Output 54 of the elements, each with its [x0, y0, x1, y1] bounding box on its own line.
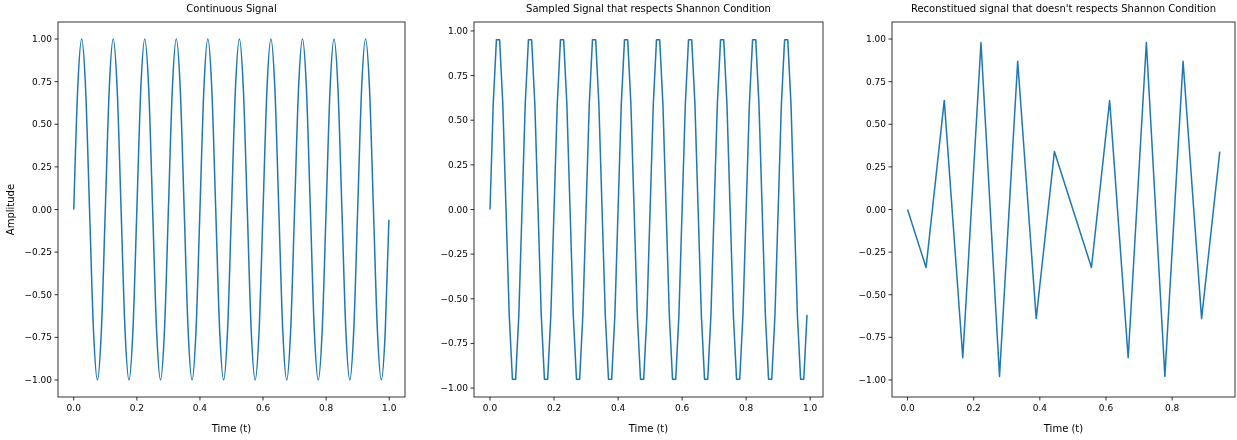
y-tick-label: −0.50: [24, 289, 53, 300]
x-tick-label: 0.6: [1098, 403, 1114, 413]
x-tick-label: 1.0: [803, 403, 818, 413]
chart-title: Continuous Signal: [186, 3, 277, 14]
y-tick-label: −0.50: [440, 293, 469, 304]
x-tick-label: 0.2: [129, 403, 145, 413]
x-tick-label: 0.4: [610, 403, 626, 413]
x-tick-label: 0.0: [900, 403, 915, 413]
y-tick-label: 0.50: [447, 115, 469, 126]
x-tick-label: 0.0: [66, 403, 82, 413]
y-tick-label: −1.00: [24, 374, 53, 385]
x-axis-title: Time (t): [1042, 423, 1084, 434]
y-tick-label: 1.00: [865, 34, 887, 45]
y-tick-label: 0.75: [865, 76, 886, 87]
y-tick-label: 1.00: [31, 34, 53, 45]
x-tick-label: 0.0: [482, 403, 498, 413]
x-tick-label: 0.4: [192, 403, 208, 413]
x-axis-title: Time (t): [210, 423, 252, 434]
y-tick-label: 0.25: [865, 161, 886, 172]
line-series: [906, 41, 1221, 378]
y-tick-label: 0.75: [447, 70, 468, 81]
x-tick-label: 0.2: [546, 403, 562, 413]
y-tick-label: −0.25: [858, 247, 886, 258]
y-tick-label: −0.75: [24, 332, 52, 343]
line-series: [73, 38, 390, 381]
line-series: [489, 39, 808, 380]
x-axis-title: Time (t): [627, 423, 669, 434]
x-tick-label: 0.2: [966, 403, 981, 413]
y-tick-label: 0.00: [865, 204, 887, 215]
y-tick-label: −0.50: [858, 289, 887, 300]
y-tick-label: −1.00: [858, 374, 887, 385]
x-tick-label: 1.0: [382, 403, 397, 413]
chart-title: Reconstitued signal that doesn't respects Shannon Condition: [910, 3, 1217, 14]
x-tick-label: 0.6: [674, 403, 690, 413]
y-tick-label: 0.25: [447, 159, 468, 170]
y-tick-label: −1.00: [440, 383, 469, 394]
y-tick-label: 0.25: [31, 161, 52, 172]
y-tick-label: −0.75: [858, 332, 886, 343]
x-tick-label: 0.6: [255, 403, 271, 413]
y-tick-label: −0.25: [440, 249, 468, 260]
y-axis-title: Amplitude: [5, 183, 16, 236]
y-tick-label: 0.00: [31, 204, 53, 215]
y-tick-label: 0.75: [31, 76, 52, 87]
chart-title: Sampled Signal that respects Shannon Condition: [526, 3, 771, 14]
y-tick-label: −0.75: [440, 338, 468, 349]
x-tick-label: 0.8: [318, 403, 334, 413]
y-tick-label: 0.50: [865, 119, 887, 130]
y-tick-label: −0.25: [24, 247, 52, 258]
y-tick-label: 0.00: [447, 204, 469, 215]
y-tick-label: 1.00: [447, 25, 469, 36]
x-tick-label: 0.8: [738, 403, 754, 413]
x-tick-label: 0.8: [1164, 403, 1180, 413]
x-tick-label: 0.4: [1032, 403, 1048, 413]
y-tick-label: 0.50: [31, 119, 53, 130]
